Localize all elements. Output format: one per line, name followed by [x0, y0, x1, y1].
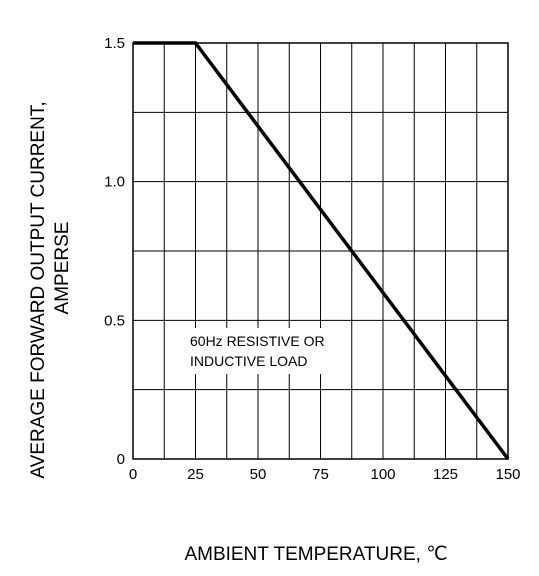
series-line	[133, 41, 510, 461]
y-tick-label: 1.0	[104, 174, 125, 191]
x-tick-label: 125	[433, 466, 458, 483]
y-tick-label: 1.5	[104, 35, 125, 52]
x-tick-label: 0	[129, 466, 137, 483]
x-tick-label: 75	[312, 466, 329, 483]
x-tick-label: 50	[250, 466, 267, 483]
x-axis-label: AMBIENT TEMPERATURE, ℃	[184, 544, 447, 565]
y-axis-label-line-2: AMPERSE	[52, 222, 73, 315]
x-tick-label: 25	[187, 466, 204, 483]
x-tick-label: 150	[495, 466, 520, 483]
grid-lines	[132, 42, 509, 460]
annotation-line-1: 60Hz RESISTIVE OR	[190, 333, 325, 349]
annotation-background	[180, 328, 348, 374]
y-axis-ticks: 0 0.5 1.0 1.5	[104, 35, 125, 468]
y-tick-label: 0.5	[104, 312, 125, 329]
x-axis-ticks: 0 25 50 75 100 125 150	[129, 466, 521, 483]
y-tick-label: 0	[117, 451, 125, 468]
y-axis-label-line-1: AVERAGE FORWARD OUTPUT CURRENT,	[28, 101, 49, 478]
x-tick-label: 100	[370, 466, 395, 483]
plot-frame	[132, 42, 509, 460]
annotation-line-2: INDUCTIVE LOAD	[190, 353, 307, 369]
